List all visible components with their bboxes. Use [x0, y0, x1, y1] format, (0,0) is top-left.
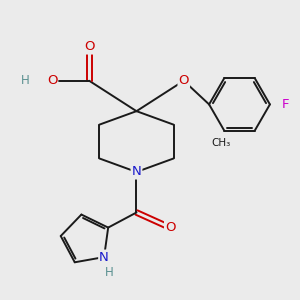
Text: H: H [21, 74, 29, 87]
Text: H: H [105, 266, 113, 279]
Text: O: O [47, 74, 57, 87]
Text: O: O [84, 40, 94, 53]
Text: CH₃: CH₃ [211, 137, 231, 148]
Text: N: N [132, 166, 141, 178]
Text: N: N [99, 250, 109, 264]
Text: O: O [178, 74, 189, 87]
Text: O: O [165, 221, 175, 234]
Text: F: F [282, 98, 289, 111]
